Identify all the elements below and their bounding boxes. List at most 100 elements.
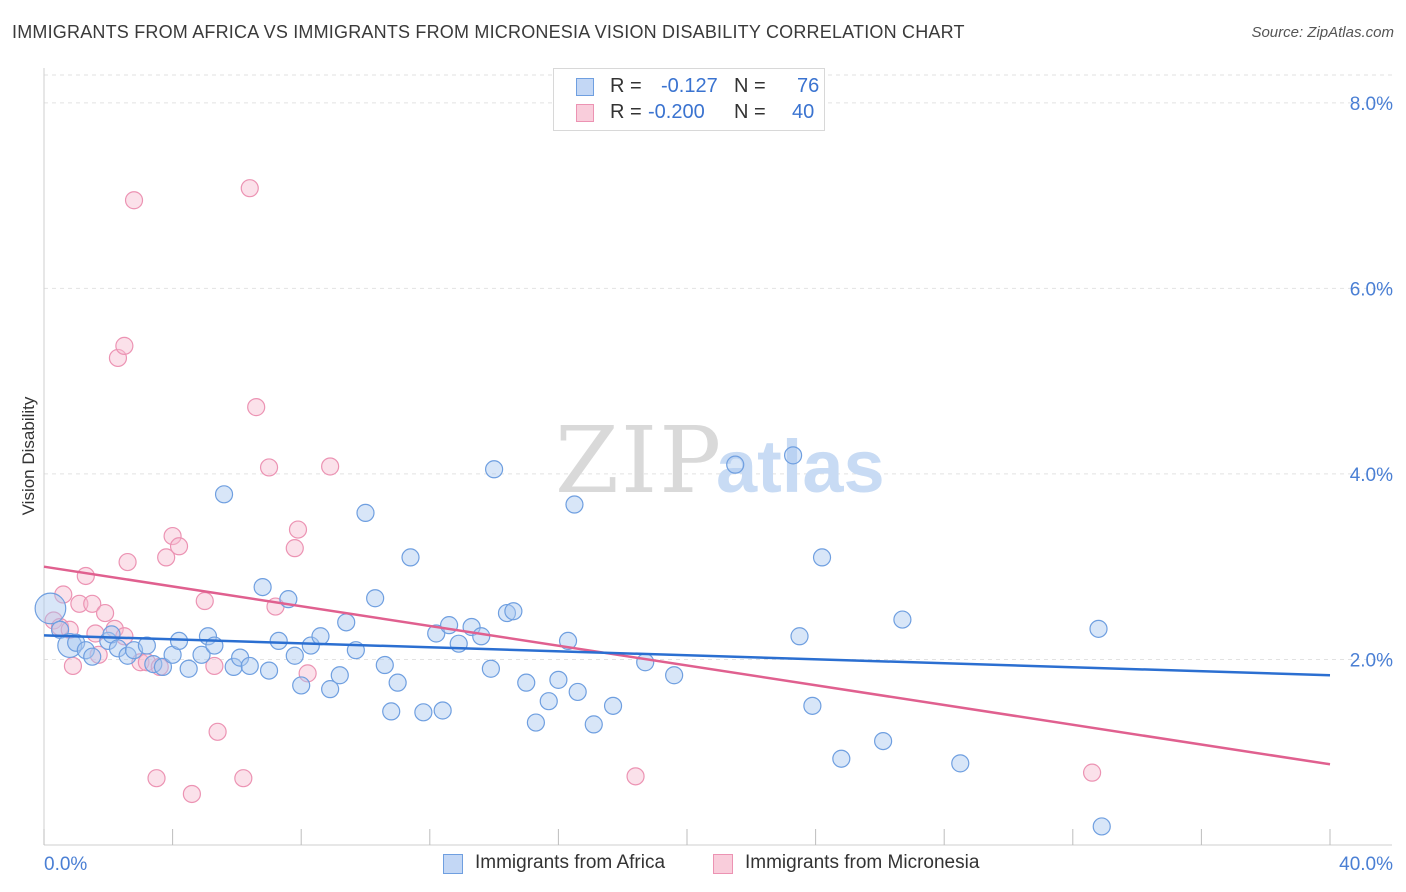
watermark-zip: ZIP xyxy=(555,407,723,514)
micronesia-point-6 xyxy=(76,566,95,586)
africa-legend-label: Immigrants from Africa xyxy=(475,852,666,873)
africa-legend-swatch xyxy=(443,854,463,874)
micronesia-legend-swatch xyxy=(713,854,733,874)
africa-point-49 xyxy=(481,659,500,678)
micronesia-point-16 xyxy=(124,191,144,210)
micronesia-r-value: -0.200 xyxy=(648,101,705,123)
africa-point-39 xyxy=(382,702,401,721)
micronesia-legend-label: Immigrants from Micronesia xyxy=(745,852,980,873)
micronesia-point-31 xyxy=(259,458,279,477)
africa-point-20 xyxy=(214,485,234,504)
y-tick-label-0: 2.0% xyxy=(1350,650,1393,671)
y-tick-label-2: 6.0% xyxy=(1350,279,1393,300)
africa-point-11 xyxy=(137,636,156,655)
africa-point-68 xyxy=(812,548,832,567)
africa-point-36 xyxy=(356,503,375,522)
micronesia-point-7 xyxy=(83,594,102,613)
africa-point-50 xyxy=(485,460,504,479)
africa-point-43 xyxy=(427,624,446,643)
africa-point-53 xyxy=(517,673,536,692)
africa-point-51 xyxy=(497,603,517,623)
africa-point-57 xyxy=(558,631,578,651)
africa-point-0 xyxy=(34,592,67,625)
micronesia-point-22 xyxy=(163,526,182,546)
micronesia-point-25 xyxy=(195,591,214,611)
micronesia-point-10 xyxy=(95,603,115,623)
correlation-legend: R = -0.127 N = 76 R = -0.200 N = 40 xyxy=(553,68,825,131)
africa-point-65 xyxy=(783,446,803,465)
africa-point-3 xyxy=(67,633,86,652)
micronesia-point-4 xyxy=(63,656,83,676)
micronesia-point-38 xyxy=(1082,763,1102,782)
micronesia-point-37 xyxy=(626,767,645,786)
africa-point-32 xyxy=(321,680,340,699)
micronesia-point-15 xyxy=(118,552,137,572)
africa-point-23 xyxy=(240,656,259,676)
africa-point-37 xyxy=(366,589,385,608)
micronesia-point-33 xyxy=(285,539,304,558)
micronesia-point-14 xyxy=(115,336,134,355)
africa-point-63 xyxy=(665,666,684,685)
africa-point-70 xyxy=(874,731,893,751)
source-label: Source: ZipAtlas.com xyxy=(1251,24,1394,41)
africa-point-5 xyxy=(83,647,102,666)
africa-point-25 xyxy=(259,661,279,680)
micronesia-point-5 xyxy=(70,594,89,613)
x-tick-label-0: 0.0% xyxy=(44,854,87,875)
africa-n-value: 76 xyxy=(797,75,820,97)
africa-point-8 xyxy=(108,639,128,658)
africa-point-48 xyxy=(472,627,491,646)
micronesia-point-34 xyxy=(288,520,308,539)
africa-point-62 xyxy=(636,653,655,672)
y-axis-label: Vision Disability xyxy=(19,396,38,515)
africa-point-13 xyxy=(153,657,173,676)
micronesia-point-24 xyxy=(182,784,201,804)
africa-point-4 xyxy=(76,641,95,660)
africa-point-24 xyxy=(253,577,272,597)
africa-trend-line xyxy=(43,634,1331,677)
africa-point-33 xyxy=(330,666,349,685)
africa-point-67 xyxy=(803,696,822,715)
africa-point-52 xyxy=(504,602,523,621)
africa-point-38 xyxy=(375,655,394,675)
micronesia-point-0 xyxy=(44,611,63,630)
micronesia-r-label: R = xyxy=(610,101,642,123)
africa-r-value: -0.127 xyxy=(661,75,718,97)
axes xyxy=(43,68,1392,846)
africa-point-26 xyxy=(269,631,288,651)
micronesia-point-29 xyxy=(240,179,259,198)
y-tick-label-3: 8.0% xyxy=(1350,94,1393,115)
africa-point-17 xyxy=(192,645,211,664)
micronesia-point-27 xyxy=(208,722,227,741)
africa-point-30 xyxy=(301,636,320,655)
africa-r-label: R = xyxy=(610,75,642,97)
micronesia-point-28 xyxy=(234,769,253,788)
x-ticks: 0.0% 40.0% xyxy=(44,854,1393,875)
africa-point-71 xyxy=(893,610,912,629)
africa-point-69 xyxy=(832,749,851,768)
micronesia-point-21 xyxy=(157,548,176,567)
africa-point-44 xyxy=(433,701,452,720)
africa-point-61 xyxy=(603,696,623,715)
micronesia-point-30 xyxy=(247,398,266,417)
africa-point-42 xyxy=(414,703,433,722)
africa-point-66 xyxy=(790,627,809,646)
africa-point-60 xyxy=(584,715,603,734)
micronesia-n-value: 40 xyxy=(792,101,815,123)
africa-n-label: N = xyxy=(734,75,766,97)
africa-point-21 xyxy=(224,657,243,676)
africa-point-28 xyxy=(285,646,304,665)
micronesia-trend-line xyxy=(43,565,1331,766)
africa-point-59 xyxy=(568,682,587,702)
watermark: ZIP atlas xyxy=(555,407,885,514)
micronesia-point-36 xyxy=(321,457,340,476)
africa-point-54 xyxy=(526,713,545,732)
africa-point-40 xyxy=(388,673,407,692)
africa-point-31 xyxy=(311,627,330,646)
africa-point-41 xyxy=(401,548,420,567)
micronesia-point-2 xyxy=(54,585,73,604)
africa-point-58 xyxy=(565,495,584,514)
africa-point-73 xyxy=(1089,619,1108,638)
micronesia-n-label: N = xyxy=(734,101,766,123)
